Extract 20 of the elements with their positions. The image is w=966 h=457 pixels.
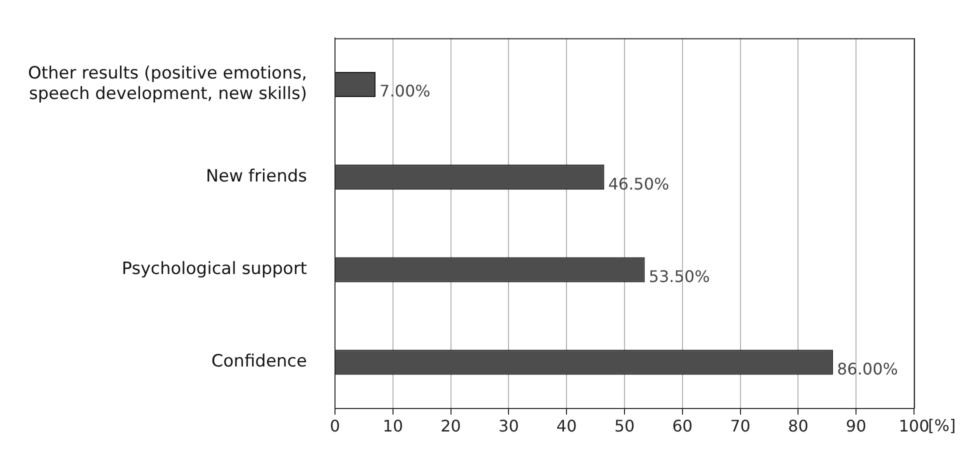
data-label: 46.50%	[608, 174, 670, 194]
y-tick-label: Confidence	[211, 352, 307, 372]
x-tick-label: 0	[330, 416, 340, 436]
y-tick-label: New friends	[206, 166, 308, 187]
x-tick-label: 100	[898, 416, 930, 436]
x-tick-label: 40	[556, 416, 577, 436]
x-tick-label: 60	[672, 416, 693, 436]
x-tick-label: 70	[730, 416, 750, 436]
y-tick-label: Psychological support	[122, 259, 308, 280]
data-label: 53.50%	[648, 266, 710, 286]
x-axis-title: [%]	[928, 416, 956, 435]
x-tick-label: 10	[382, 416, 404, 436]
data-label: 86.00%	[836, 359, 898, 378]
x-tick-label: 80	[788, 416, 808, 436]
x-tick-label: 90	[846, 416, 866, 436]
x-tick-label: 30	[498, 416, 519, 436]
data-label: 7.00%	[380, 82, 430, 101]
x-tick-label: 50	[614, 416, 635, 436]
x-tick-label: 20	[440, 416, 461, 436]
y-tick-label: Other results (positive emotions, speech development, new skills)	[28, 64, 307, 104]
